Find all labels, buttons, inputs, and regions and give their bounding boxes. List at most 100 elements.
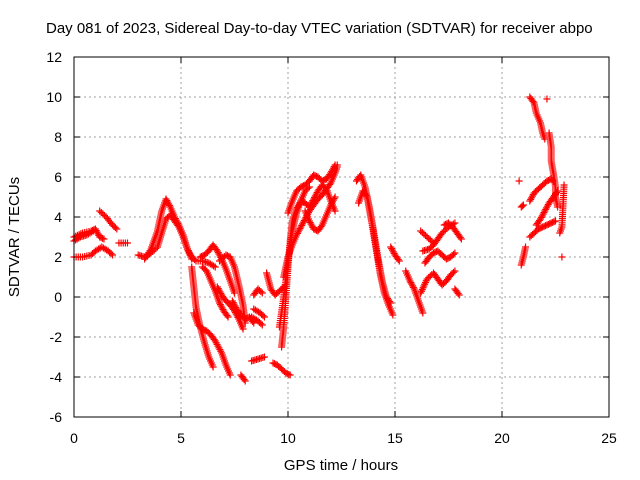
data-point <box>408 280 416 288</box>
data-point <box>226 371 234 379</box>
series-track-2 <box>70 243 117 261</box>
data-point <box>538 212 546 220</box>
data-point <box>328 167 336 175</box>
x-tick-label: 5 <box>177 430 185 446</box>
series-track-18 <box>248 353 268 365</box>
data-point <box>259 312 267 320</box>
series-track-36 <box>451 285 463 299</box>
data-point <box>241 377 249 385</box>
data-point <box>295 226 303 234</box>
series-track-20 <box>263 269 288 299</box>
data-point <box>327 201 335 209</box>
data-point <box>308 222 316 230</box>
data-point <box>213 283 221 291</box>
data-point <box>330 163 338 171</box>
data-point <box>362 192 370 199</box>
data-point <box>387 243 395 251</box>
label-layer: 0 5 10 15 20 25 -6 -4 -2 0 2 4 6 8 10 12 <box>46 49 617 446</box>
data-point <box>419 309 427 317</box>
data-point <box>214 285 222 293</box>
data-point <box>165 201 173 209</box>
data-point <box>440 228 448 235</box>
data-point <box>162 195 170 203</box>
data-point <box>216 301 224 309</box>
series-track-21 <box>269 359 294 379</box>
data-point <box>286 371 294 379</box>
data-point <box>258 289 266 297</box>
data-point <box>552 217 559 225</box>
data-point <box>89 227 97 235</box>
data-point <box>540 209 548 217</box>
data-point <box>389 248 397 256</box>
data-point <box>223 312 231 319</box>
data-point <box>451 249 459 257</box>
data-point <box>329 196 337 204</box>
data-point <box>449 250 457 258</box>
data-point <box>528 194 536 202</box>
data-point <box>425 235 433 242</box>
data-point <box>560 181 568 189</box>
data-point <box>146 247 154 255</box>
data-point <box>554 203 562 211</box>
data-point <box>305 217 313 225</box>
x-tick-label: 15 <box>387 430 403 446</box>
data-point <box>306 219 314 227</box>
data-point <box>216 257 224 265</box>
data-point <box>174 219 182 227</box>
data-point <box>388 245 396 253</box>
data-point <box>99 234 107 242</box>
chart-title: Day 081 of 2023, Sidereal Day-to-day VTE… <box>46 20 593 37</box>
series-track-37 <box>515 177 523 185</box>
data-point <box>188 255 196 263</box>
data-point <box>219 254 227 262</box>
data-point <box>539 210 547 218</box>
y-tick-label: 4 <box>54 209 62 225</box>
data-point <box>124 239 131 247</box>
series-track-34 <box>417 227 438 247</box>
data-point <box>428 238 436 245</box>
data-point <box>548 176 556 184</box>
data-point <box>331 207 339 215</box>
data-point <box>240 376 248 383</box>
data-point <box>209 363 217 371</box>
series-track-15 <box>237 371 249 385</box>
data-point <box>171 215 179 223</box>
data-point <box>395 257 403 265</box>
data-point <box>216 288 224 296</box>
data-point <box>217 347 225 355</box>
data-point <box>426 236 434 244</box>
data-point <box>217 302 225 310</box>
series-track-17 <box>250 285 266 299</box>
data-point <box>519 201 527 209</box>
data-point <box>99 210 107 218</box>
data-point <box>541 207 549 215</box>
data-point <box>213 247 221 255</box>
data-point <box>515 177 523 185</box>
data-point <box>406 277 414 285</box>
series-track-26 <box>301 193 339 235</box>
data-point <box>215 286 223 294</box>
data-point <box>330 195 338 203</box>
data-point <box>526 197 534 205</box>
data-point <box>425 274 433 281</box>
data-point <box>230 300 238 308</box>
data-point <box>537 213 545 221</box>
data-point <box>451 219 459 227</box>
x-tick-label: 10 <box>280 430 296 446</box>
data-point <box>299 220 307 228</box>
data-point <box>163 197 171 205</box>
series-track-9 <box>190 309 234 379</box>
x-tick-label: 25 <box>601 430 617 446</box>
data-point <box>327 169 335 177</box>
data-point <box>231 302 239 310</box>
data-point <box>418 229 426 236</box>
y-tick-label: 12 <box>46 49 62 65</box>
data-point <box>165 200 173 208</box>
data-point <box>388 246 396 254</box>
data-point <box>96 207 104 215</box>
data-point <box>210 262 218 270</box>
data-point <box>299 218 307 226</box>
data-point <box>409 283 417 291</box>
data-point <box>231 289 238 297</box>
data-point <box>109 251 117 259</box>
